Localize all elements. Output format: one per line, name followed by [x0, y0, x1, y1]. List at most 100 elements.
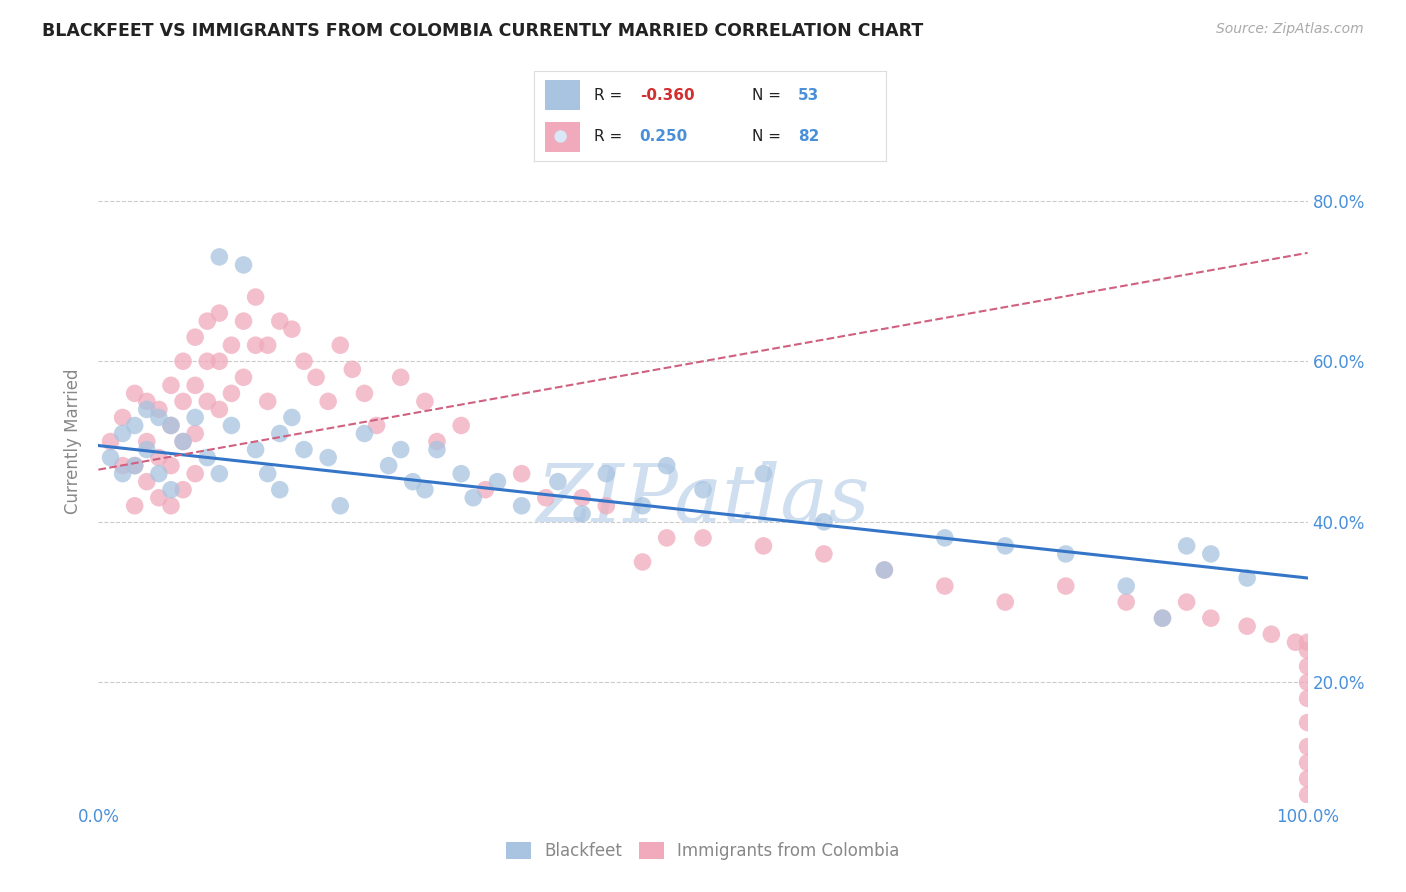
Point	[463, 491, 485, 505]
Point	[111, 410, 134, 425]
Point	[813, 515, 835, 529]
Point	[402, 475, 425, 489]
Point	[1054, 547, 1077, 561]
Point	[160, 418, 183, 433]
Point	[1296, 756, 1319, 770]
Point	[184, 330, 207, 344]
Point	[124, 458, 146, 473]
Point	[342, 362, 364, 376]
Point	[1296, 659, 1319, 673]
Point	[595, 467, 617, 481]
Point	[534, 491, 557, 505]
Point	[195, 354, 218, 368]
Point	[172, 483, 194, 497]
Point	[595, 499, 617, 513]
Point	[752, 539, 775, 553]
Point	[184, 378, 207, 392]
Point	[195, 394, 218, 409]
Point	[1296, 691, 1319, 706]
Point	[934, 531, 956, 545]
Point	[510, 467, 533, 481]
Point	[256, 467, 278, 481]
Text: ZIPatlas: ZIPatlas	[536, 460, 870, 538]
Point	[135, 442, 157, 457]
Point	[232, 314, 254, 328]
Point	[269, 314, 291, 328]
Point	[474, 483, 496, 497]
Point	[245, 338, 267, 352]
Point	[111, 458, 134, 473]
Point	[692, 483, 714, 497]
Point	[100, 450, 122, 465]
Point	[366, 418, 388, 433]
Point	[208, 250, 231, 264]
Point	[124, 386, 146, 401]
Point	[245, 290, 267, 304]
Point	[292, 354, 315, 368]
Point	[413, 483, 436, 497]
Point	[1115, 595, 1137, 609]
Point	[377, 458, 399, 473]
Point	[873, 563, 896, 577]
Point	[1175, 595, 1198, 609]
Point	[148, 402, 170, 417]
Point	[316, 450, 339, 465]
Point	[160, 418, 183, 433]
Point	[160, 499, 183, 513]
Point	[148, 450, 170, 465]
Point	[160, 458, 183, 473]
Point	[486, 475, 509, 489]
Point	[148, 491, 170, 505]
Point	[111, 467, 134, 481]
Point	[269, 426, 291, 441]
Point	[172, 354, 194, 368]
Point	[111, 426, 134, 441]
Legend: Blackfeet, Immigrants from Colombia: Blackfeet, Immigrants from Colombia	[499, 835, 907, 867]
Point	[148, 410, 170, 425]
Point	[413, 394, 436, 409]
Point	[195, 450, 218, 465]
Point	[160, 378, 183, 392]
Point	[571, 491, 593, 505]
Point	[184, 410, 207, 425]
Point	[1175, 539, 1198, 553]
Point	[752, 467, 775, 481]
Point	[655, 458, 678, 473]
Point	[172, 434, 194, 449]
Text: R =: R =	[593, 88, 627, 103]
Point	[184, 467, 207, 481]
Point	[256, 338, 278, 352]
Text: -0.360: -0.360	[640, 88, 695, 103]
Text: N =: N =	[752, 88, 786, 103]
Point	[692, 531, 714, 545]
FancyBboxPatch shape	[544, 80, 581, 110]
Point	[1199, 547, 1222, 561]
Point	[256, 394, 278, 409]
Point	[245, 442, 267, 457]
Point	[1236, 619, 1258, 633]
Point	[934, 579, 956, 593]
Point	[232, 370, 254, 384]
Point	[389, 442, 412, 457]
Text: 53: 53	[799, 88, 820, 103]
Point	[208, 467, 231, 481]
Point	[1152, 611, 1174, 625]
Point	[184, 426, 207, 441]
Point	[1236, 571, 1258, 585]
Point	[1199, 611, 1222, 625]
Text: BLACKFEET VS IMMIGRANTS FROM COLOMBIA CURRENTLY MARRIED CORRELATION CHART: BLACKFEET VS IMMIGRANTS FROM COLOMBIA CU…	[42, 22, 924, 40]
Point	[172, 394, 194, 409]
Text: N =: N =	[752, 129, 786, 144]
Point	[426, 434, 449, 449]
Point	[994, 595, 1017, 609]
Point	[172, 434, 194, 449]
Point	[135, 394, 157, 409]
Point	[813, 547, 835, 561]
FancyBboxPatch shape	[544, 122, 581, 152]
Point	[195, 314, 218, 328]
Point	[148, 467, 170, 481]
Text: 82: 82	[799, 129, 820, 144]
Point	[221, 418, 243, 433]
Point	[292, 442, 315, 457]
Point	[269, 483, 291, 497]
